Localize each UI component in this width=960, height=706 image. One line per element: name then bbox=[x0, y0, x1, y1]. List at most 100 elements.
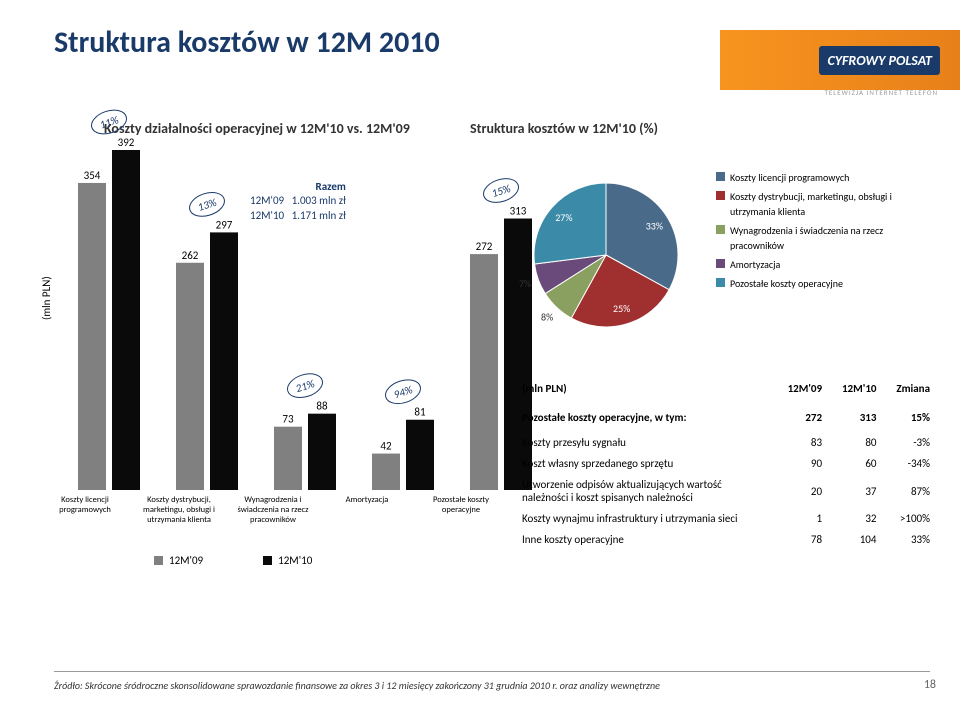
bar-y10 bbox=[210, 232, 238, 490]
cell-label: Inne koszty operacyjne bbox=[516, 529, 774, 550]
razem-2-label: 12M'10 bbox=[250, 209, 284, 222]
pie-legend-item: Wynagrodzenia i świadczenia na rzecz pra… bbox=[716, 223, 930, 253]
razem-header: Razem bbox=[250, 180, 346, 194]
razem-box: Razem 12M'09 1.003 mln zł 12M'10 1.171 m… bbox=[250, 180, 346, 223]
legend-label: Amortyzacja bbox=[730, 257, 780, 272]
bar-label-y09: 42 bbox=[380, 440, 392, 453]
legend-label: Koszty dystrybucji, marketingu, obsługi … bbox=[730, 189, 930, 219]
pie-legend-item: Koszty dystrybucji, marketingu, obsługi … bbox=[716, 189, 930, 219]
cell-value: 104 bbox=[828, 529, 882, 550]
cell-label: Pozostałe koszty operacyjne, w tym: bbox=[516, 403, 774, 432]
cell-label: Koszt własny sprzedanego sprzętu bbox=[516, 453, 774, 474]
razem-2-value: 1.171 mln zł bbox=[292, 209, 346, 222]
table-row: Utworzenie odpisów aktualizujących warto… bbox=[516, 474, 936, 508]
table-row: Koszty przesyłu sygnału8380-3% bbox=[516, 432, 936, 453]
bar-y09 bbox=[274, 427, 302, 490]
callout-label: 13% bbox=[196, 196, 218, 214]
bar-y09 bbox=[176, 263, 204, 490]
cell-value: 20 bbox=[774, 474, 828, 508]
subtitle-right: Struktura kosztów w 12M'10 (%) bbox=[470, 120, 658, 137]
header-band: CYFROWY POLSAT bbox=[720, 30, 960, 90]
legend-y09-label: 12M'09 bbox=[169, 554, 203, 567]
th-change: Zmiana bbox=[882, 378, 936, 403]
cell-value: 272 bbox=[774, 403, 828, 432]
legend-y10-label: 12M'10 bbox=[278, 554, 312, 567]
cell-value: -34% bbox=[882, 453, 936, 474]
callout-label: 15% bbox=[490, 182, 512, 200]
cell-value: >100% bbox=[882, 508, 936, 529]
th-y09: 12M'09 bbox=[774, 378, 828, 403]
pie-chart: 33% 25% 8% 7% 27% Koszty licencji programowy… bbox=[516, 160, 936, 360]
legend-swatch bbox=[716, 172, 725, 181]
table-row: Inne koszty operacyjne7810433% bbox=[516, 529, 936, 550]
cell-value: 37 bbox=[828, 474, 882, 508]
cell-value: 80 bbox=[828, 432, 882, 453]
subtitle-left: Koszty działalności operacyjnej w 12M'10… bbox=[104, 120, 410, 137]
cell-value: 83 bbox=[774, 432, 828, 453]
bar-chart: Razem 12M'09 1.003 mln zł 12M'10 1.171 m… bbox=[70, 150, 500, 510]
th-label: (mln PLN) bbox=[516, 378, 774, 403]
y-axis-label: (mln PLN) bbox=[40, 276, 53, 320]
legend-swatch bbox=[716, 225, 725, 234]
bar-y09 bbox=[78, 183, 106, 490]
bar-label-y09: 354 bbox=[84, 169, 101, 182]
pie-pct-label: 7% bbox=[519, 277, 531, 290]
legend-swatch bbox=[716, 278, 725, 287]
brand-logo: CYFROWY POLSAT bbox=[819, 46, 940, 75]
legend-y10: 12M'10 bbox=[263, 554, 312, 567]
cell-value: 1 bbox=[774, 508, 828, 529]
bar-label-y10: 392 bbox=[118, 136, 135, 149]
table-header-row: (mln PLN) 12M'09 12M'10 Zmiana bbox=[516, 378, 936, 403]
callout-label: 94% bbox=[392, 383, 414, 401]
footer-divider bbox=[54, 671, 930, 672]
table: (mln PLN) 12M'09 12M'10 Zmiana Pozostałe… bbox=[516, 378, 936, 550]
legend-label: Pozostałe koszty operacyjne bbox=[730, 276, 843, 291]
legend-label: Koszty licencji programowych bbox=[730, 170, 849, 185]
pie-pct-label: 27% bbox=[555, 211, 572, 224]
pie-pct-label: 8% bbox=[541, 311, 553, 324]
bar-label-y10: 88 bbox=[316, 400, 328, 413]
series-legend: 12M'09 12M'10 bbox=[154, 554, 312, 567]
bar-y10 bbox=[406, 420, 434, 490]
data-table: (mln PLN) 12M'09 12M'10 Zmiana Pozostałe… bbox=[516, 378, 936, 550]
pie-legend-item: Amortyzacja bbox=[716, 257, 930, 272]
pie-legend-item: Koszty licencji programowych bbox=[716, 170, 930, 185]
pie-legend: Koszty licencji programowych Koszty dystr… bbox=[716, 170, 930, 295]
bar-label-y09: 262 bbox=[182, 249, 199, 262]
callout-label: 21% bbox=[294, 377, 316, 395]
category-label: Pozostałe koszty operacyjne bbox=[414, 495, 508, 525]
bar-label-y09: 272 bbox=[476, 240, 493, 253]
table-row: Koszt własny sprzedanego sprzętu9060-34% bbox=[516, 453, 936, 474]
table-row: Pozostałe koszty operacyjne, w tym:27231… bbox=[516, 403, 936, 432]
razem-line-2: 12M'10 1.171 mln zł bbox=[250, 209, 346, 223]
table-row: Koszty wynajmu infrastruktury i utrzyman… bbox=[516, 508, 936, 529]
cell-label: Koszty wynajmu infrastruktury i utrzyman… bbox=[516, 508, 774, 529]
bar-y10 bbox=[112, 150, 140, 490]
cell-label: Utworzenie odpisów aktualizujących warto… bbox=[516, 474, 774, 508]
bar-label-y10: 81 bbox=[414, 406, 426, 419]
category-labels: Koszty licencji programowychKoszty dystr… bbox=[38, 495, 508, 525]
cell-value: 87% bbox=[882, 474, 936, 508]
bar-label-y10: 297 bbox=[216, 218, 233, 231]
category-label: Amortyzacja bbox=[320, 495, 414, 525]
razem-1-value: 1.003 mln zł bbox=[292, 194, 346, 207]
pie-chart-svg: 33% 25% 8% 7% 27% bbox=[516, 160, 706, 350]
legend-swatch bbox=[716, 191, 725, 200]
cell-value: -3% bbox=[882, 432, 936, 453]
cell-label: Koszty przesyłu sygnału bbox=[516, 432, 774, 453]
legend-swatch bbox=[716, 259, 725, 268]
pie-pct-label: 33% bbox=[646, 219, 663, 232]
pie-pct-label: 25% bbox=[613, 302, 630, 315]
cell-value: 32 bbox=[828, 508, 882, 529]
bar-label-y09: 73 bbox=[282, 413, 294, 426]
cell-value: 15% bbox=[882, 403, 936, 432]
cell-value: 33% bbox=[882, 529, 936, 550]
legend-label: Wynagrodzenia i świadczenia na rzecz pra… bbox=[730, 223, 930, 253]
cell-value: 78 bbox=[774, 529, 828, 550]
footer-source: Źródło: Skrócone śródroczne skonsolidowa… bbox=[54, 679, 660, 692]
category-label: Wynagrodzenia i świadczenia na rzecz pra… bbox=[226, 495, 320, 525]
bar-y09 bbox=[372, 454, 400, 490]
legend-y09: 12M'09 bbox=[154, 554, 203, 567]
pie-legend-item: Pozostałe koszty operacyjne bbox=[716, 276, 930, 291]
bar-y10 bbox=[308, 414, 336, 490]
